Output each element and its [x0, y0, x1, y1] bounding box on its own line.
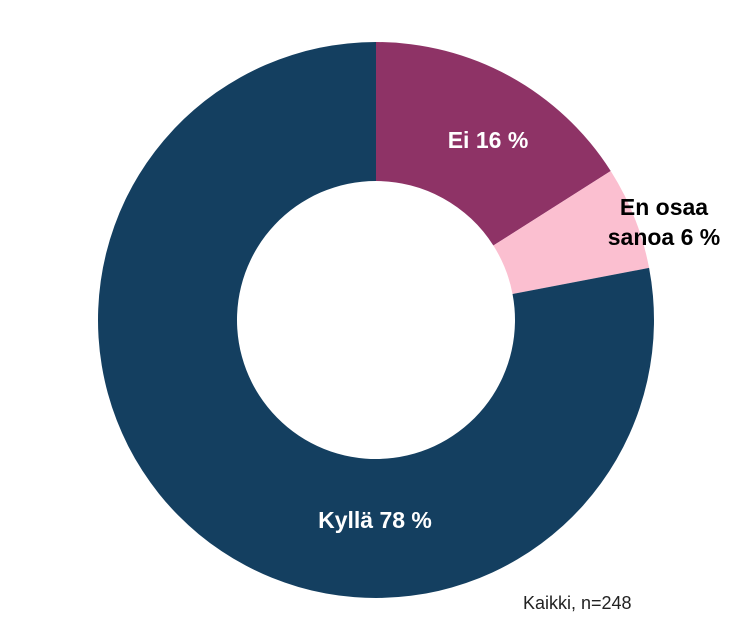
data-label: En osaa sanoa 6 % [607, 194, 721, 250]
data-label: Ei 16 % [447, 127, 529, 153]
donut-slice [97, 42, 655, 598]
data-label: Kyllä 78 % [318, 507, 432, 533]
donut-slice [376, 42, 611, 246]
note: Kaikki, n=248 [523, 593, 632, 613]
donut-slice [493, 171, 650, 294]
